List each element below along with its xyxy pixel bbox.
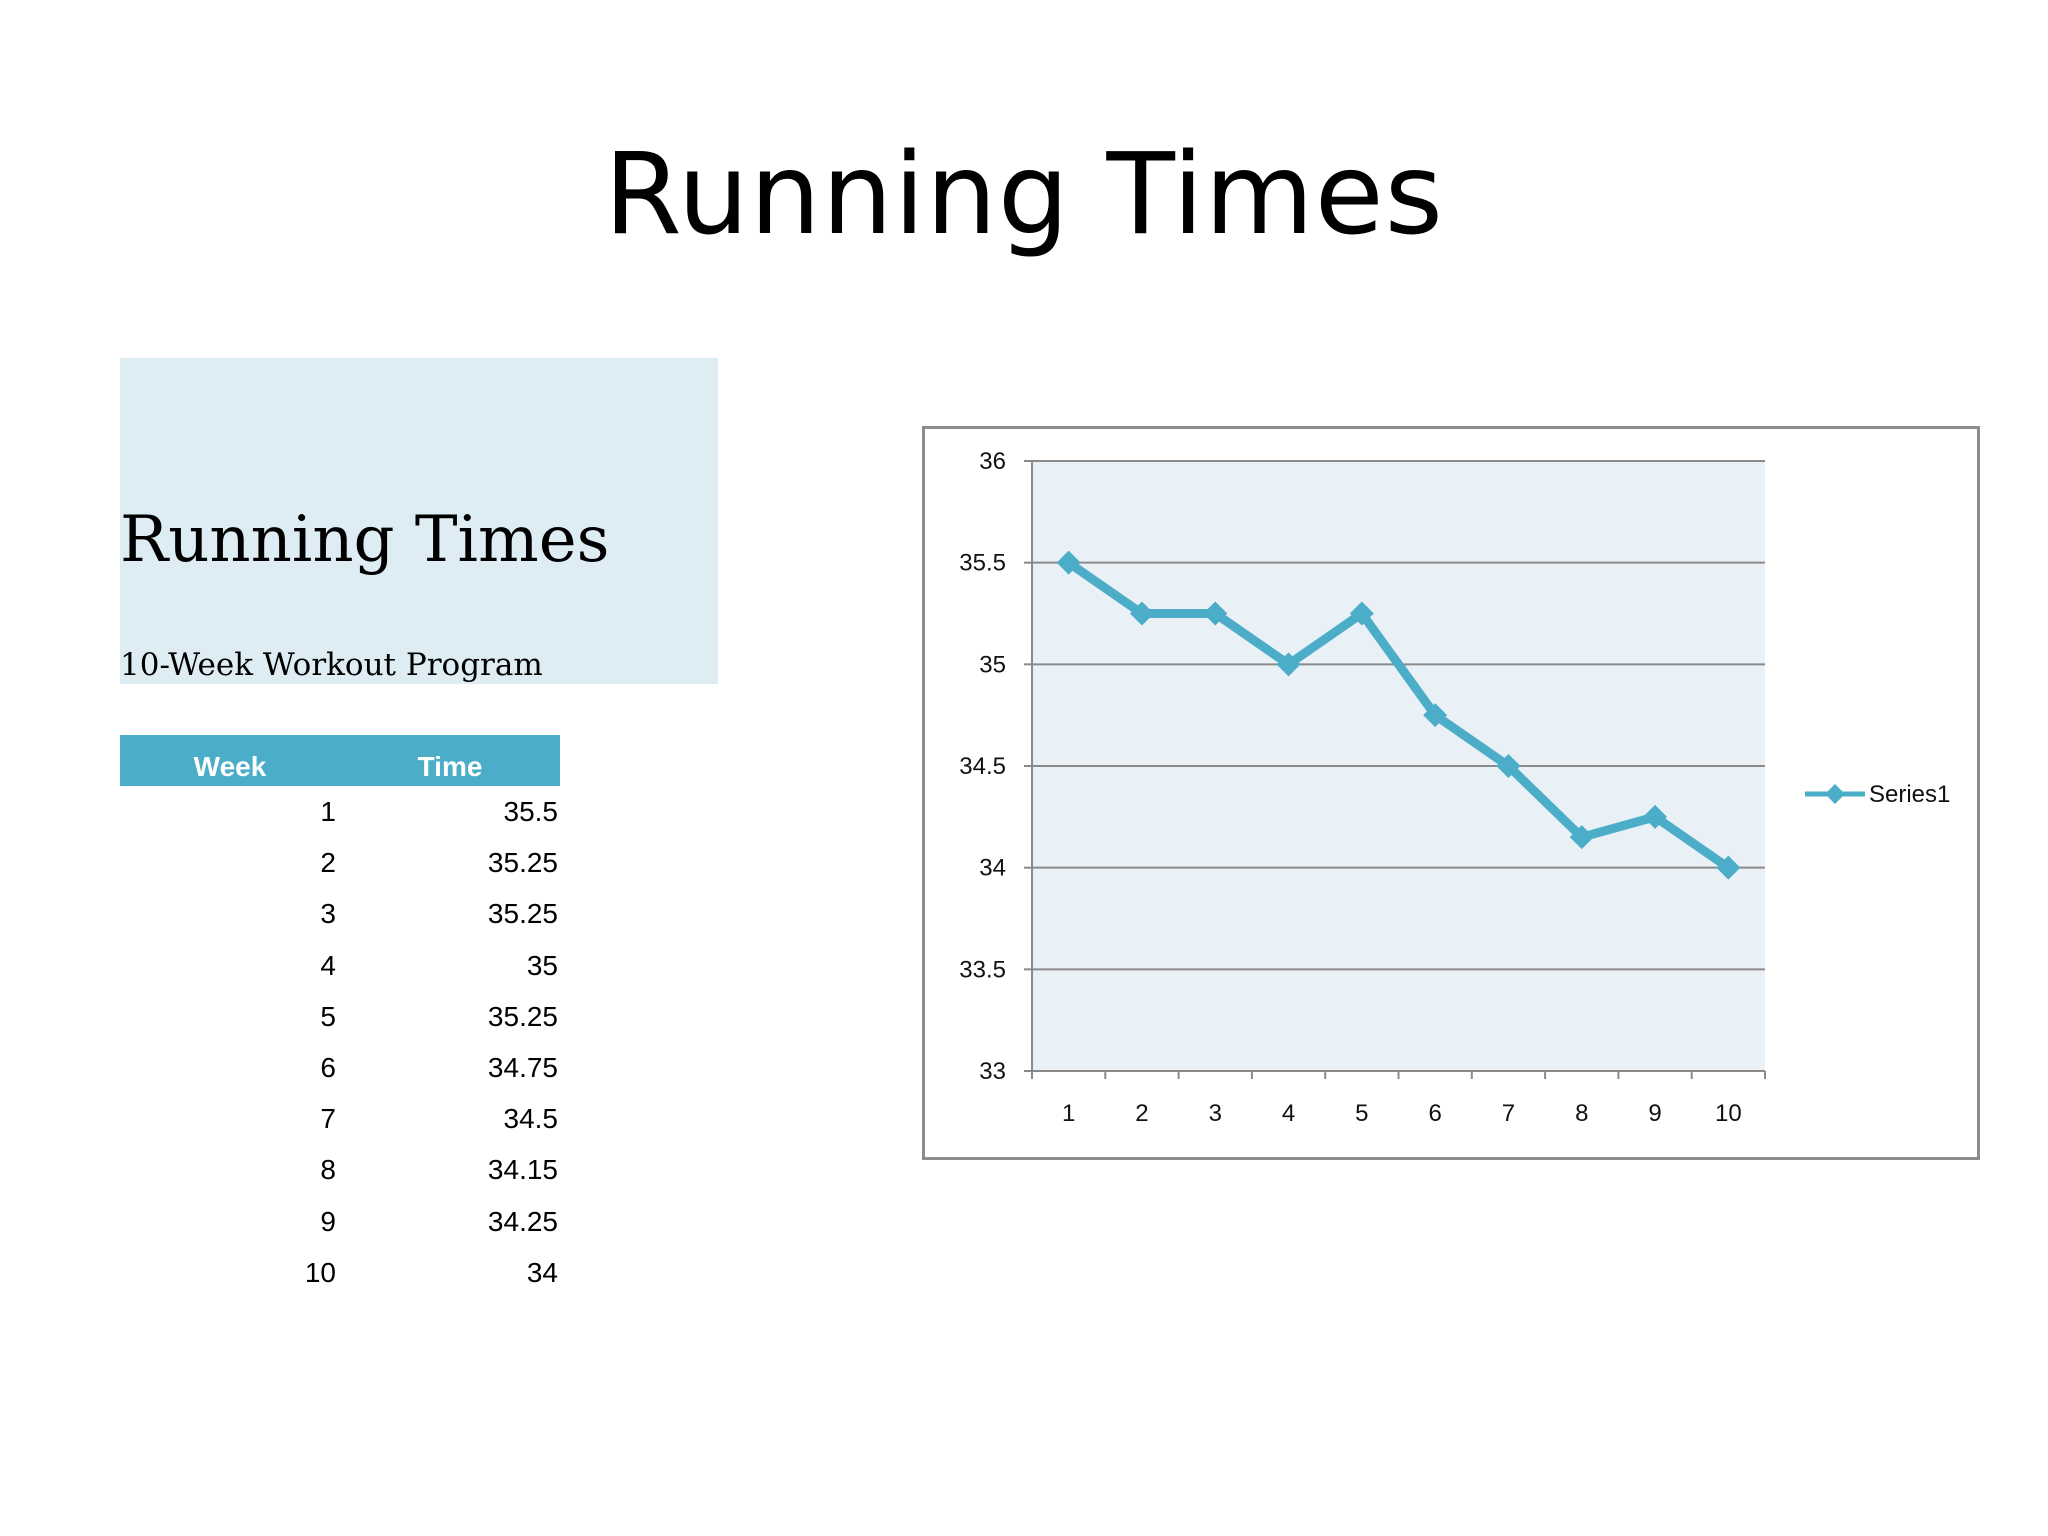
x-tick-label: 2 xyxy=(1135,1100,1148,1127)
table-row: 1 35.5 xyxy=(120,786,560,837)
week-cell: 2 xyxy=(320,847,336,879)
x-tick-label: 7 xyxy=(1502,1100,1515,1127)
data-point-marker xyxy=(1276,652,1301,677)
week-cell: 9 xyxy=(320,1205,336,1237)
table-row: 6 34.75 xyxy=(120,1042,560,1093)
table-row: 7 34.5 xyxy=(120,1093,560,1144)
data-point-marker xyxy=(1716,855,1741,880)
time-cell: 34 xyxy=(526,1256,558,1288)
table-row: 8 34.15 xyxy=(120,1144,560,1195)
panel-subtitle: 10-Week Workout Program xyxy=(120,647,543,683)
time-cell: 35.5 xyxy=(503,796,559,827)
header-week: Week xyxy=(193,751,267,782)
week-cell: 1 xyxy=(320,796,336,827)
time-cell: 34.25 xyxy=(487,1205,558,1237)
y-tick-label: 33.5 xyxy=(959,956,1006,983)
table-row: 3 35.25 xyxy=(120,888,560,939)
legend-marker xyxy=(1825,784,1845,804)
header-panel xyxy=(120,358,718,684)
data-point-marker xyxy=(1129,601,1154,626)
week-cell: 10 xyxy=(304,1256,336,1288)
x-tick-label: 5 xyxy=(1355,1100,1368,1127)
y-tick-label: 35 xyxy=(979,651,1006,678)
table-header: Week Time xyxy=(120,735,560,786)
week-cell: 8 xyxy=(320,1154,336,1186)
data-point-marker xyxy=(1496,754,1521,778)
time-cell: 35 xyxy=(526,949,558,981)
data-point-marker xyxy=(1349,601,1374,626)
y-tick-label: 33 xyxy=(979,1058,1006,1085)
x-tick-label: 1 xyxy=(1062,1100,1075,1127)
y-tick-label: 36 xyxy=(979,448,1006,475)
chart-frame: 33 33.5 34 34.5 35 35.5 36 1 2 3 4 5 6 7 8 9 10 Series1 xyxy=(922,426,1980,1160)
x-tick-label: 10 xyxy=(1715,1100,1742,1127)
time-cell: 34.5 xyxy=(503,1103,559,1135)
series-line xyxy=(1066,558,1731,872)
table-row: 4 35 xyxy=(120,940,560,991)
week-cell: 5 xyxy=(320,1000,336,1032)
y-tick-label: 35.5 xyxy=(959,550,1006,577)
table-row: 10 34 xyxy=(120,1247,560,1298)
data-table: Week Time 1 35.5 2 35.25 3 35.25 4 35 5 35.25… xyxy=(120,735,560,1298)
x-tick-label: 8 xyxy=(1575,1100,1588,1127)
table-row: 5 35.25 xyxy=(120,991,560,1042)
x-tick-label: 3 xyxy=(1209,1100,1222,1127)
y-tick-label: 34.5 xyxy=(959,753,1006,780)
time-cell: 35.25 xyxy=(487,847,558,879)
x-tick-label: 6 xyxy=(1428,1100,1441,1127)
time-cell: 34.75 xyxy=(487,1051,558,1083)
header-time: Time xyxy=(417,751,483,782)
time-cell: 34.15 xyxy=(487,1154,558,1186)
legend-label: Series1 xyxy=(1869,781,1950,808)
data-point-marker xyxy=(1569,825,1594,850)
data-point-marker xyxy=(1203,601,1228,626)
data-point-marker xyxy=(1643,804,1668,829)
data-point-marker xyxy=(1056,550,1081,575)
y-tick-label: 34 xyxy=(979,855,1006,882)
week-cell: 4 xyxy=(320,949,336,981)
week-cell: 3 xyxy=(320,898,336,930)
table-row: 2 35.25 xyxy=(120,837,560,888)
time-cell: 35.25 xyxy=(487,1000,558,1032)
x-tick-label: 9 xyxy=(1648,1100,1661,1127)
slide-title: Running Times xyxy=(604,130,1444,260)
week-cell: 6 xyxy=(320,1051,336,1083)
panel-title: Running Times xyxy=(120,503,610,577)
table-row: 9 34.25 xyxy=(120,1196,560,1247)
week-cell: 7 xyxy=(320,1103,336,1135)
x-tick-label: 4 xyxy=(1282,1100,1295,1127)
data-point-marker xyxy=(1423,703,1448,728)
time-cell: 35.25 xyxy=(487,898,558,930)
